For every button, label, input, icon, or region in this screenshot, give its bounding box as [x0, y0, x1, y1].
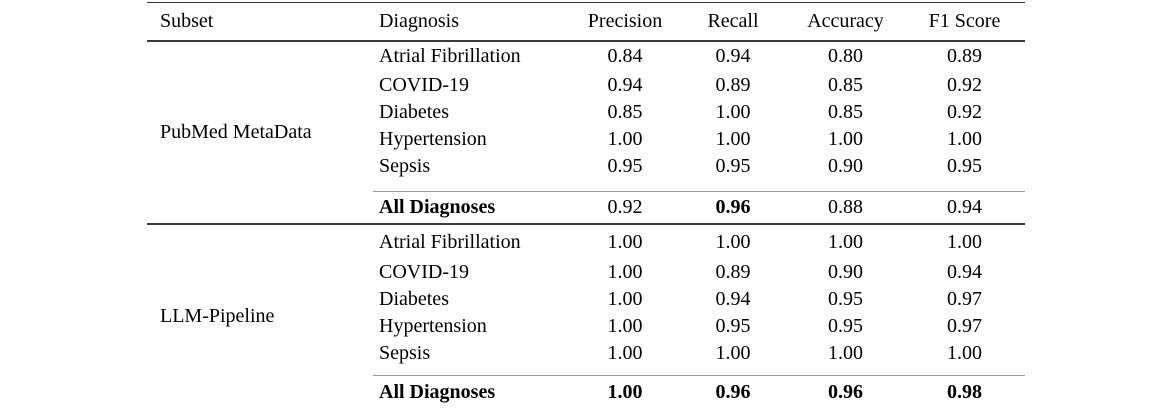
cell-diagnosis: Hypertension: [379, 315, 487, 337]
table-row: Hypertension 1.00 1.00 1.00 1.00: [147, 126, 1025, 153]
results-table: Subset Diagnosis Precision Recall Accura…: [147, 2, 1025, 409]
cell-f1: 0.89: [947, 45, 982, 67]
cell-diagnosis: Diabetes: [379, 288, 449, 310]
cell-f1: 1.00: [947, 342, 982, 364]
cell-f1: 0.92: [947, 73, 982, 96]
cell-f1: 0.94: [947, 261, 982, 283]
summary-label: All Diagnoses: [379, 195, 496, 218]
cell-precision: 1.00: [571, 375, 679, 409]
table-row: PubMed MetaData Atrial Fibrillation 0.84…: [147, 40, 1025, 225]
cell-diagnosis: COVID-19: [379, 73, 469, 96]
cell-diagnosis: Sepsis: [379, 342, 431, 364]
cell-accuracy: 1.00: [828, 342, 863, 364]
col-header-recall: Recall: [679, 2, 787, 42]
cell-recall: 1.00: [715, 230, 751, 253]
col-header-f1: F1 Score: [904, 2, 1025, 42]
cell-diagnosis: Atrial Fibrillation: [379, 45, 521, 67]
spacer: [373, 180, 1025, 192]
cell-f1: 0.94: [904, 190, 1025, 225]
cell-precision: 0.92: [571, 190, 679, 225]
cell-recall: 0.95: [715, 315, 751, 337]
cell-f1: 0.95: [947, 154, 982, 177]
table-row: Sepsis 0.95 0.95 0.90 0.95: [147, 153, 1025, 180]
cell-recall: 0.94: [715, 288, 751, 310]
cell-f1: 1.00: [947, 127, 982, 150]
table-row: COVID-19 0.94 0.89 0.85 0.92: [147, 72, 1025, 99]
table-row: Diabetes 1.00 0.94 0.95 0.97: [147, 286, 1025, 313]
col-header-diagnosis: Diagnosis: [373, 2, 571, 42]
col-header-accuracy: Accuracy: [787, 2, 904, 42]
cell-accuracy: 0.85: [828, 73, 863, 96]
cell-diagnosis: Diabetes: [379, 100, 449, 123]
table-row: Diabetes 0.85 1.00 0.85 0.92: [147, 99, 1025, 126]
cell-diagnosis: COVID-19: [379, 261, 469, 283]
cell-diagnosis: Sepsis: [379, 154, 431, 177]
subset-label: LLM-Pipeline: [160, 305, 275, 328]
table-row: Sepsis 1.00 1.00 1.00 1.00: [147, 340, 1025, 367]
cell-recall: 0.95: [715, 154, 751, 177]
summary-label: All Diagnoses: [379, 380, 496, 403]
cell-accuracy: 0.90: [828, 261, 863, 283]
cell-accuracy: 0.85: [828, 100, 863, 123]
cell-f1: 1.00: [947, 230, 982, 253]
table-row: LLM-Pipeline Atrial Fibrillation 1.00 1.…: [147, 224, 1025, 328]
cell-f1: 0.97: [947, 315, 982, 337]
header-row: Subset Diagnosis Precision Recall Accura…: [147, 2, 1025, 42]
cell-recall: 1.00: [715, 127, 751, 150]
table-row: COVID-19 1.00 0.89 0.90 0.94: [147, 259, 1025, 286]
cell-recall: 0.94: [715, 45, 751, 67]
cell-accuracy: 0.95: [828, 288, 863, 310]
cell-f1: 0.98: [904, 375, 1025, 409]
cell-precision: 0.95: [607, 154, 643, 177]
spacer: [373, 367, 1025, 376]
cell-precision: 1.00: [607, 288, 643, 310]
cell-accuracy: 0.88: [787, 190, 904, 225]
table-row: Hypertension 1.00 0.95 0.95 0.97: [147, 313, 1025, 340]
cell-accuracy: 0.95: [828, 315, 863, 337]
cell-diagnosis: Hypertension: [379, 127, 487, 150]
cell-accuracy: 1.00: [828, 127, 863, 150]
col-header-subset: Subset: [147, 2, 373, 42]
cell-f1: 0.92: [947, 100, 982, 123]
summary-row: All Diagnoses 1.00 0.96 0.96 0.98: [147, 375, 1025, 409]
cell-precision: 0.94: [607, 73, 643, 96]
cell-precision: 1.00: [607, 127, 643, 150]
cell-recall: 1.00: [715, 100, 751, 123]
subset-label: PubMed MetaData: [147, 40, 373, 225]
cell-f1: 0.97: [947, 288, 982, 310]
cell-precision: 1.00: [607, 230, 643, 253]
cell-summary-label: All Diagnoses: [373, 190, 571, 225]
cell-precision: 0.84: [607, 45, 643, 67]
cell-summary-label: All Diagnoses: [373, 375, 571, 409]
cell-precision: 0.85: [607, 100, 643, 123]
cell-precision: 1.00: [607, 342, 643, 364]
cell-accuracy: 1.00: [828, 230, 863, 253]
cell-accuracy: 0.80: [828, 45, 863, 67]
cell-precision: 1.00: [607, 261, 643, 283]
col-header-precision: Precision: [571, 2, 679, 42]
cell-recall: 0.89: [715, 261, 751, 283]
cell-diagnosis: Atrial Fibrillation: [379, 230, 521, 253]
summary-row: All Diagnoses 0.92 0.96 0.88 0.94: [147, 190, 1025, 225]
cell-precision: 1.00: [607, 315, 643, 337]
cell-recall: 0.96: [679, 190, 787, 225]
cell-accuracy: 0.90: [828, 154, 863, 177]
cell-recall: 0.96: [679, 375, 787, 409]
cell-recall: 0.89: [715, 73, 751, 96]
cell-recall: 1.00: [715, 342, 751, 364]
cell-accuracy: 0.96: [787, 375, 904, 409]
